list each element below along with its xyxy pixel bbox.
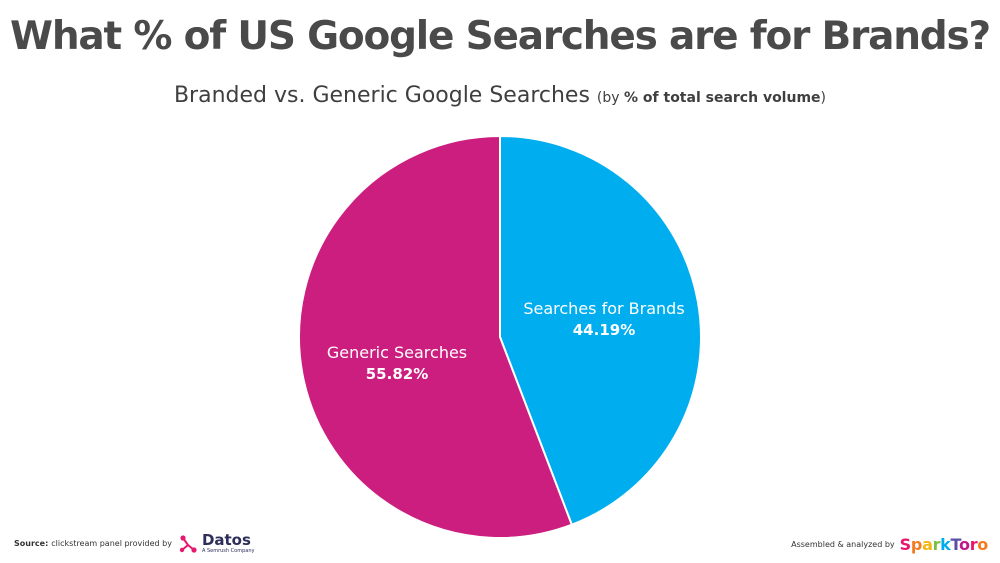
datos-logo: Datos A Semrush Company xyxy=(178,531,255,554)
slice-value-brands: 44.19% xyxy=(573,321,635,339)
sparktoro-letter: T xyxy=(950,535,960,554)
assembled-credit: Assembled & analyzed by SparkToro xyxy=(791,535,988,554)
sparktoro-letter: o xyxy=(959,535,970,554)
pie-slices xyxy=(298,134,702,539)
subtitle-note-bold: % of total search volume xyxy=(624,90,821,106)
slice-label-generic: Generic Searches xyxy=(327,343,467,362)
source-credit: Source: clickstream panel provided by Da… xyxy=(14,533,254,554)
pie-slice-generic xyxy=(298,134,574,539)
sparktoro-letter: p xyxy=(910,535,923,554)
chart-title: What % of US Google Searches are for Bra… xyxy=(10,14,991,59)
datos-name: Datos xyxy=(201,531,251,549)
chart-subtitle: Branded vs. Generic Google Searches (by … xyxy=(0,83,1000,108)
source-text: clickstream panel provided by xyxy=(51,539,172,548)
sparktoro-letter: r xyxy=(932,535,941,554)
slice-value-generic: 55.82% xyxy=(366,365,428,383)
sparktoro-letter: k xyxy=(940,535,951,554)
slice-labels: Searches for Brands 44.19% Generic Searc… xyxy=(327,299,685,383)
subtitle-note-prefix: (by xyxy=(596,90,625,106)
subtitle-note: (by % of total search volume) xyxy=(597,90,826,106)
datos-icon xyxy=(179,534,197,553)
sparktoro-letter: o xyxy=(977,535,988,554)
pie-slice-brands xyxy=(499,134,702,527)
sparktoro-letter: a xyxy=(922,535,933,554)
datos-subtitle: A Semrush Company xyxy=(201,548,255,554)
sparktoro-letter: r xyxy=(969,535,978,554)
sparktoro-logo: SparkToro xyxy=(899,535,989,554)
source-label: Source: xyxy=(14,539,49,548)
slice-label-brands: Searches for Brands xyxy=(523,299,684,318)
sparktoro-letter: S xyxy=(899,535,912,554)
subtitle-main: Branded vs. Generic Google Searches xyxy=(173,83,590,108)
assembled-text: Assembled & analyzed by xyxy=(791,540,895,549)
subtitle-note-suffix: ) xyxy=(820,90,827,106)
